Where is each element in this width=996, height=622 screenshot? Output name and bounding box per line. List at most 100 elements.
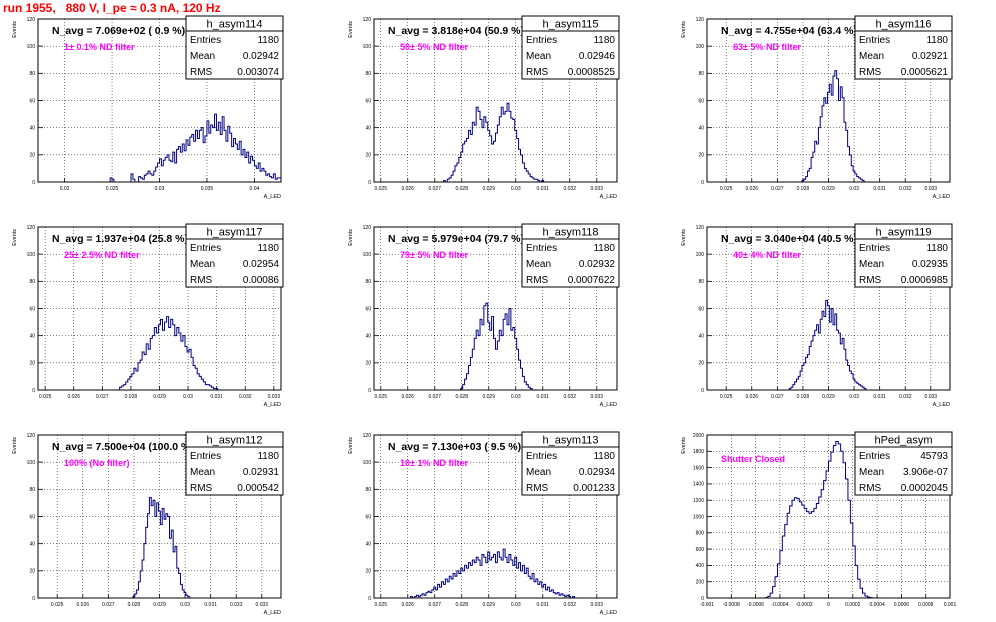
y-tick-label: 40 <box>365 541 371 547</box>
x-tick-label: 0.027 <box>771 394 784 400</box>
filter-annotation: 1± 0.1% ND filter <box>64 42 135 52</box>
x-tick-label: 0.026 <box>67 394 80 400</box>
y-tick-label: 100 <box>363 252 372 258</box>
stats-box <box>854 30 953 80</box>
navg-label: N_avg = 7.069e+02 ( 0.9 %) <box>52 25 185 37</box>
stats-key-mean: Mean <box>190 467 215 478</box>
stats-key-mean: Mean <box>190 51 215 62</box>
y-tick-label: 40 <box>365 333 371 339</box>
x-axis-title: A_LED <box>933 194 950 200</box>
stats-key-rms: RMS <box>859 67 882 78</box>
x-tick-label: 0.025 <box>720 186 733 192</box>
stats-box <box>521 446 620 496</box>
stats-value-rms: 0.0006985 <box>901 275 949 286</box>
x-axis-title: A_LED <box>933 402 950 408</box>
y-axis-title: Events <box>681 229 687 246</box>
y-tick-label: 80 <box>29 279 35 285</box>
x-tick-label: 0.026 <box>746 186 759 192</box>
stats-value-entries: 1180 <box>257 451 279 462</box>
histogram-panel-h_asym118: 0.025 0.026 0.027 0.028 0.029 0.03 0.031 0.032 0… <box>348 223 620 408</box>
y-axis-title: Events <box>348 21 354 38</box>
y-tick-label: 20 <box>698 361 704 367</box>
y-tick-label: 0 <box>368 388 371 394</box>
x-tick-label: 0.03 <box>183 394 193 400</box>
stats-key-mean: Mean <box>859 467 884 478</box>
y-tick-label: 20 <box>365 153 371 159</box>
histogram-name: hPed_asym <box>874 435 932 447</box>
stats-value-mean: 3.906e-07 <box>903 467 948 478</box>
x-tick-label: 0.025 <box>39 394 52 400</box>
y-tick-label: 120 <box>363 17 372 23</box>
y-tick-label: 0 <box>32 388 35 394</box>
y-tick-label: 20 <box>698 153 704 159</box>
stats-value-entries: 45793 <box>920 451 948 462</box>
y-tick-label: 40 <box>29 541 35 547</box>
y-tick-label: 100 <box>696 252 705 258</box>
x-tick-label: 0.026 <box>401 186 414 192</box>
y-tick-label: 120 <box>363 225 372 231</box>
plot-frame <box>37 18 282 183</box>
stats-key-entries: Entries <box>859 35 890 46</box>
stats-value-mean: 0.02934 <box>579 467 616 478</box>
stats-key-rms: RMS <box>526 483 549 494</box>
x-tick-label: 0.025 <box>374 394 387 400</box>
y-tick-label: 400 <box>696 563 705 569</box>
histogram-panel-h_asym115: 0.025 0.026 0.027 0.028 0.029 0.03 0.031 0.032 0… <box>348 15 620 200</box>
x-tick-label: 0.028 <box>455 186 468 192</box>
navg-label: N_avg = 5.979e+04 (79.7 %) <box>388 233 524 245</box>
plot-frame <box>37 226 282 391</box>
stats-value-entries: 1180 <box>593 35 615 46</box>
x-tick-label: 0.027 <box>428 602 441 608</box>
histogram-line <box>707 299 949 391</box>
x-tick-label: 0.031 <box>536 186 549 192</box>
y-tick-label: 60 <box>29 514 35 520</box>
stats-key-rms: RMS <box>190 67 213 78</box>
x-tick-label: 0.029 <box>482 394 495 400</box>
y-tick-label: 600 <box>696 547 705 553</box>
y-tick-label: 0 <box>32 596 35 602</box>
histogram-name: h_asym118 <box>542 227 598 239</box>
stats-key-mean: Mean <box>526 467 551 478</box>
stats-box <box>854 238 953 288</box>
y-tick-label: 800 <box>696 531 705 537</box>
y-tick-label: 1000 <box>693 514 704 520</box>
histogram-line <box>707 70 950 183</box>
histogram-name: h_asym116 <box>875 19 931 31</box>
stats-key-entries: Entries <box>190 35 221 46</box>
y-tick-label: 80 <box>29 487 35 493</box>
x-tick-label: 0.033 <box>590 186 603 192</box>
y-tick-label: 60 <box>698 98 704 104</box>
x-tick-label: 0.033 <box>925 186 938 192</box>
stats-key-rms: RMS <box>190 275 213 286</box>
y-tick-label: 20 <box>365 361 371 367</box>
x-tick-label: 0.029 <box>482 186 495 192</box>
x-tick-label: 0.031 <box>210 394 223 400</box>
stats-value-mean: 0.02921 <box>912 51 949 62</box>
stats-key-rms: RMS <box>859 275 882 286</box>
y-tick-label: 2000 <box>693 433 704 439</box>
x-tick-label: 0.03 <box>511 394 521 400</box>
y-tick-label: 1400 <box>693 482 704 488</box>
stats-box <box>185 446 284 496</box>
stats-key-rms: RMS <box>190 483 213 494</box>
y-tick-label: 120 <box>27 225 36 231</box>
filter-annotation: 50± 5% ND filter <box>400 42 468 52</box>
x-tick-label: 0 <box>827 602 830 608</box>
x-tick-label: 0.027 <box>96 394 109 400</box>
x-tick-label: 0.028 <box>125 394 138 400</box>
stats-value-mean: 0.02954 <box>243 259 280 270</box>
histogram-line <box>374 548 614 599</box>
x-tick-label: 0.033 <box>590 394 603 400</box>
histogram-name: h_asym112 <box>206 435 262 447</box>
x-tick-label: 0.029 <box>153 394 166 400</box>
y-tick-label: 60 <box>365 514 371 520</box>
filter-annotation: Shutter Closed <box>721 454 785 464</box>
histogram-name: h_asym119 <box>875 227 931 239</box>
x-tick-label: 0.029 <box>822 186 835 192</box>
plot-frame <box>37 434 282 599</box>
x-tick-label: 0.032 <box>899 186 912 192</box>
navg-label: N_avg = 4.755e+04 (63.4 %) <box>721 25 857 37</box>
x-tick-label: 0.026 <box>401 394 414 400</box>
x-tick-label: -0.0008 <box>723 602 740 608</box>
